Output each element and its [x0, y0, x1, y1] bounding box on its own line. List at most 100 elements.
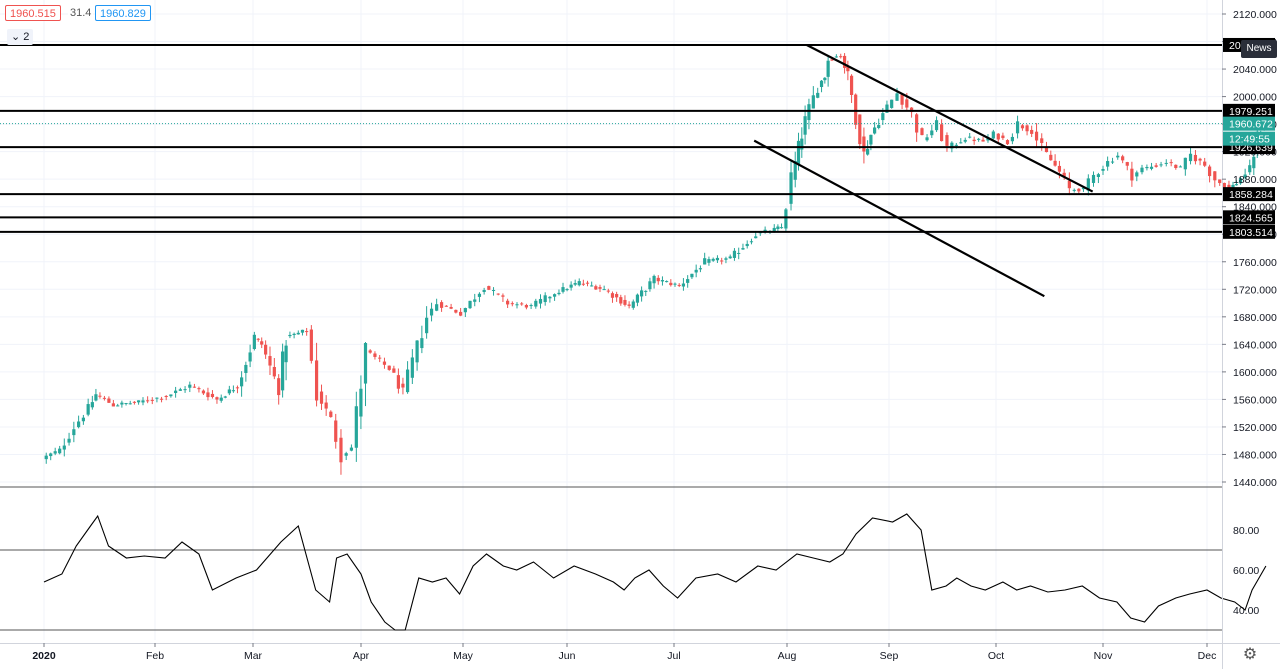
candle-body — [834, 56, 838, 58]
candle-body — [561, 287, 565, 292]
indicator-tick-label: 60.00 — [1233, 565, 1259, 577]
level-price-tag: 1803.514 — [1223, 224, 1275, 239]
candle-body — [49, 453, 53, 457]
candle-body — [1183, 157, 1187, 170]
candle-body — [382, 361, 387, 365]
candle-body — [1086, 178, 1090, 191]
candle-body — [264, 344, 268, 355]
candle-body — [524, 305, 529, 308]
candle-body — [281, 351, 285, 391]
candle-body — [877, 125, 881, 128]
time-tick-label: Jun — [559, 650, 576, 662]
bar-countdown-tag-bg — [1223, 131, 1275, 146]
candle-body — [534, 300, 538, 307]
candle-body — [159, 398, 164, 400]
level-price-tag: 1979.251 — [1223, 103, 1275, 118]
candle-body — [573, 283, 577, 285]
candle-body — [128, 403, 132, 405]
candle-body — [823, 77, 827, 81]
candle-body — [319, 391, 324, 404]
candle-body — [378, 357, 382, 359]
candle-body — [858, 114, 862, 145]
candle-body — [292, 333, 296, 336]
candle-body — [439, 302, 444, 308]
time-tick-label: Aug — [778, 650, 797, 662]
candle-body — [1208, 166, 1212, 177]
candle-body — [515, 304, 519, 306]
candle-body — [329, 411, 333, 418]
candle-body — [934, 120, 939, 131]
candle-body — [619, 297, 623, 304]
candle-body — [981, 139, 985, 142]
candle-body — [1096, 174, 1101, 178]
candle-body — [487, 286, 491, 290]
candle-body — [435, 304, 439, 311]
candle-body — [425, 317, 429, 334]
candle-body — [594, 286, 598, 290]
news-button[interactable]: News — [1241, 40, 1277, 58]
indicator-tick-label: 80.00 — [1233, 525, 1259, 537]
candle-body — [44, 455, 48, 460]
candle-body — [610, 293, 615, 298]
candle-body — [1234, 184, 1239, 186]
bid-price[interactable]: 1960.515 — [5, 5, 61, 21]
candle-body — [819, 80, 824, 88]
candle-body — [681, 283, 686, 287]
candle-body — [392, 368, 396, 373]
horizontal-levels[interactable] — [0, 43, 1222, 233]
candle-body — [793, 161, 797, 180]
candle-body — [482, 289, 486, 292]
indicator-toggle-button[interactable]: ⌄ 2 — [7, 29, 34, 45]
candle-body — [905, 99, 909, 108]
candle-body — [107, 398, 111, 403]
time-tick-label: May — [453, 650, 474, 662]
candle-body — [1135, 172, 1139, 177]
candle-body — [1243, 174, 1247, 178]
candle-body — [1081, 187, 1086, 190]
candle-body — [1222, 182, 1226, 189]
trendline[interactable] — [753, 139, 1045, 298]
candle-body — [141, 400, 145, 403]
candle-body — [272, 366, 276, 377]
candle-body — [150, 399, 154, 401]
candle-body — [1010, 136, 1014, 142]
ask-price[interactable]: 1960.829 — [95, 5, 151, 21]
candle-body — [420, 338, 424, 349]
candle-body — [1020, 125, 1025, 129]
trendlines[interactable] — [753, 43, 1094, 298]
candle-body — [776, 226, 780, 229]
candle-body — [694, 269, 698, 273]
candle-body — [920, 128, 924, 136]
price-tick-label: 2040.000 — [1233, 64, 1277, 76]
candle-body — [1203, 161, 1207, 166]
candle-body — [741, 248, 745, 250]
candle-body — [235, 387, 240, 389]
trendline[interactable] — [806, 43, 1094, 193]
settings-gear-icon[interactable]: ⚙ — [1242, 646, 1258, 663]
candle-body — [660, 280, 665, 282]
candle-body — [854, 94, 858, 125]
level-price-tag-text: 1803.514 — [1229, 227, 1273, 239]
candle-body — [1072, 189, 1076, 191]
candle-body — [296, 332, 300, 335]
candle-body — [686, 279, 690, 283]
price-tick-label: 1680.000 — [1233, 312, 1277, 324]
candle-body — [665, 281, 669, 283]
price-tick-label: 2000.000 — [1233, 92, 1277, 104]
candle-body — [816, 92, 820, 98]
candle-body — [244, 364, 248, 373]
candle-body — [800, 138, 804, 150]
candle-body — [803, 116, 807, 135]
level-price-tag-text: 20 — [1229, 40, 1241, 52]
candle-body — [1125, 162, 1129, 166]
candle-body — [309, 329, 313, 361]
candle-body — [174, 390, 178, 394]
candle-body — [164, 396, 168, 398]
candle-body — [1164, 162, 1168, 164]
candle-body — [169, 394, 173, 397]
indicator-line — [43, 513, 1267, 631]
candle-body — [349, 447, 354, 451]
candle-body — [339, 437, 343, 463]
candle-body — [862, 136, 866, 152]
